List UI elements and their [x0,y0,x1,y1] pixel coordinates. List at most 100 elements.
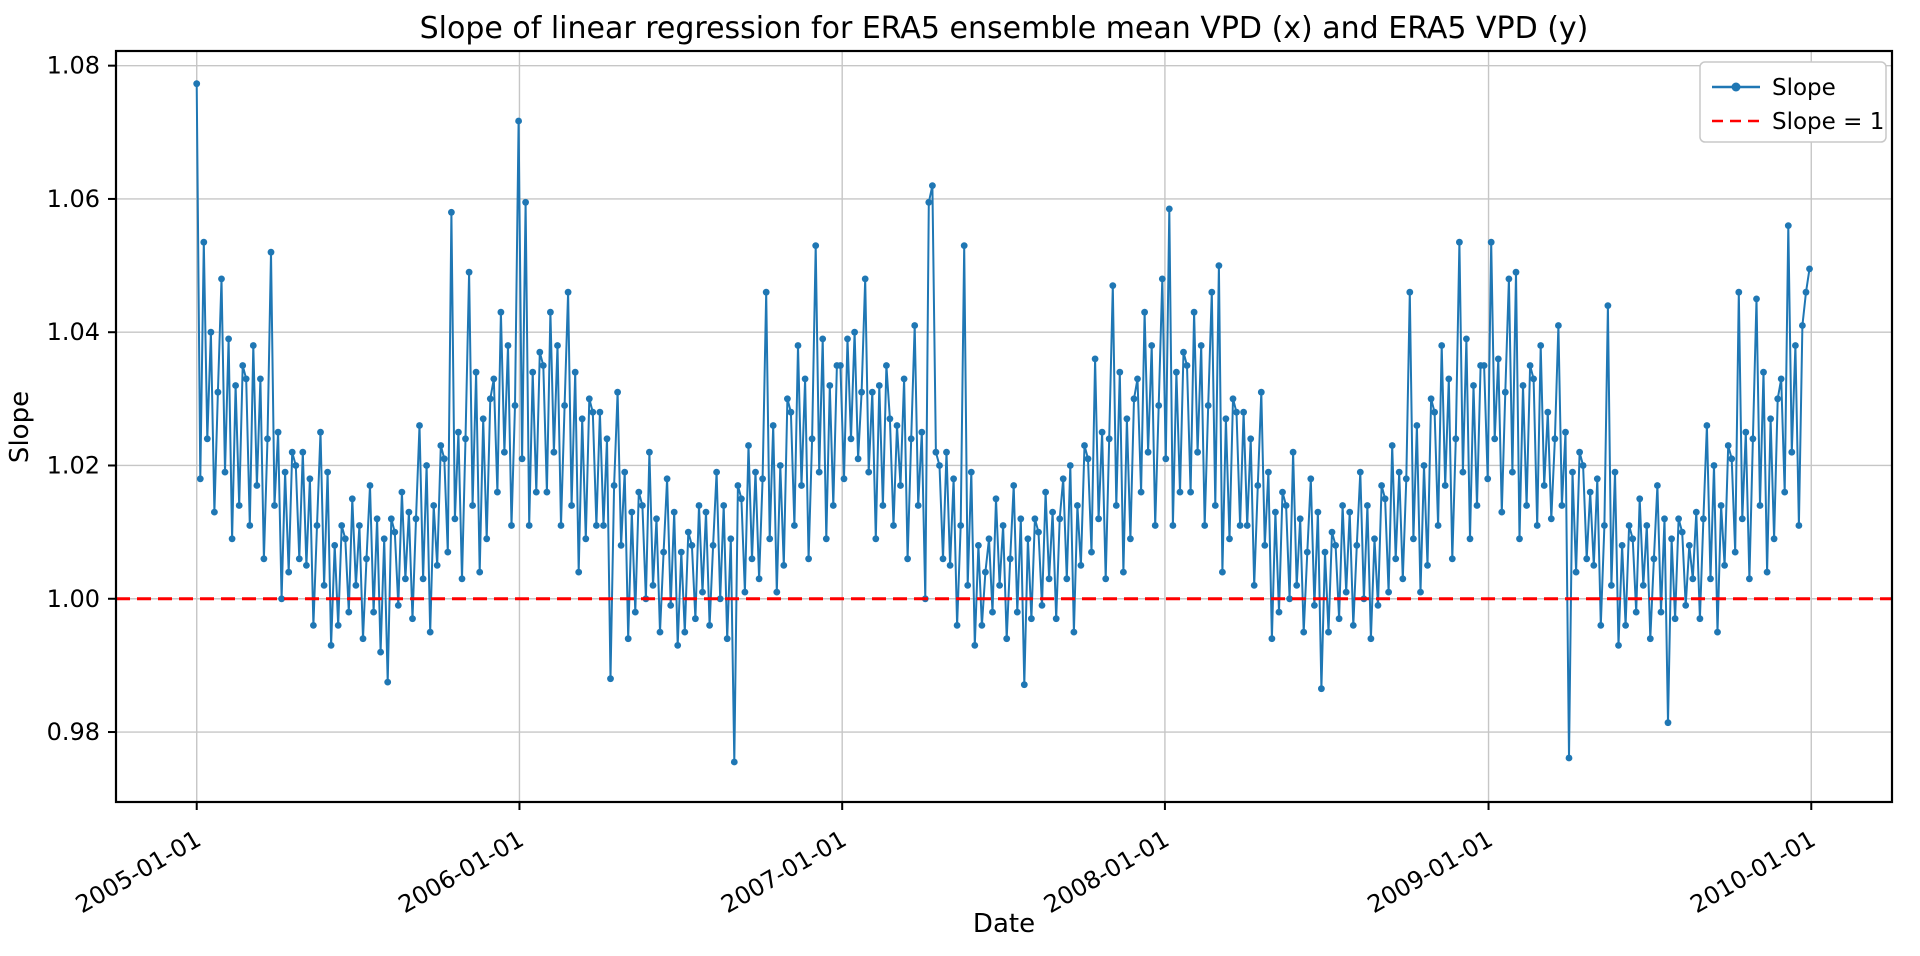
data-point-marker [713,468,720,476]
data-point-marker [886,415,894,423]
data-point-marker [1318,685,1325,693]
data-point-marker [306,475,314,483]
data-point-marker [1332,542,1339,549]
data-point-marker [794,342,802,349]
data-point-marker [762,288,770,296]
data-point-marker [617,542,625,549]
data-point-marker [1006,555,1014,563]
slope-series-markers [193,80,1813,766]
data-point-marker [1127,535,1134,543]
data-point-marker [907,435,915,443]
data-point-marker [536,348,544,356]
data-point-marker [1247,435,1255,443]
data-point-marker [1148,342,1156,349]
data-point-marker [1806,265,1813,273]
data-point-marker [727,535,735,543]
data-point-marker [695,502,703,509]
data-point-marker [1579,462,1587,469]
data-point-marker [932,448,940,456]
data-point-marker [1703,422,1711,429]
series-layer [193,80,1813,766]
data-point-marker [249,342,257,349]
legend-label-slope-equals-1: Slope = 1 [1772,109,1884,135]
data-point-marker [200,238,208,246]
data-point-marker [440,455,448,463]
legend-label-slope: Slope [1772,75,1836,101]
data-point-marker [295,555,303,563]
data-point-marker [1547,515,1555,523]
data-point-marker [1756,502,1764,509]
data-point-marker [600,522,607,529]
data-point-marker [971,642,979,649]
data-point-marker [1137,488,1145,496]
data-point-marker [193,80,201,88]
data-point-marker [1639,582,1647,589]
data-point-marker [1788,448,1796,456]
data-point-marker [564,288,572,296]
data-point-marker [734,482,742,489]
data-point-marker [1509,468,1516,476]
data-point-marker [331,542,339,549]
legend: Slope Slope = 1 [1699,61,1887,143]
data-point-marker [1364,502,1371,509]
data-point-marker [911,322,919,329]
data-point-marker [1689,575,1697,583]
data-point-marker [1473,502,1481,509]
data-point-marker [1707,575,1714,583]
y-tick-label: 1.04 [47,318,100,346]
data-point-marker [416,422,423,429]
data-point-marker [1498,508,1506,516]
data-point-marker [1530,375,1537,383]
data-point-marker [1194,448,1201,456]
data-point-marker [868,388,876,396]
data-point-marker [554,342,561,349]
data-point-marker [437,442,445,449]
data-point-marker [1781,488,1789,496]
data-point-marker [1583,555,1591,563]
data-point-marker [310,622,317,629]
data-point-marker [801,375,809,383]
data-point-marker [1371,535,1378,543]
data-point-marker [1109,282,1117,289]
data-point-marker [1325,628,1332,636]
data-point-marker [914,502,922,509]
data-point-marker [904,555,911,563]
data-point-marker [1328,528,1336,536]
data-point-marker [497,308,505,316]
data-point-marker [529,368,537,376]
data-point-marker [964,582,972,589]
data-point-marker [716,595,724,603]
data-point-marker [225,335,233,343]
data-point-marker [1714,628,1721,636]
data-point-marker [515,117,522,125]
data-point-marker [1763,568,1771,576]
data-point-marker [1063,575,1071,583]
data-point-marker [709,542,717,549]
data-point-marker [1724,442,1732,449]
data-point-marker [773,588,781,596]
data-point-marker [674,642,682,649]
data-point-marker [780,562,788,569]
x-axis-label: Date [973,909,1035,939]
data-point-marker [1615,642,1622,649]
data-point-marker [218,275,225,283]
data-point-marker [755,575,763,583]
data-point-marker [1392,555,1400,563]
data-point-marker [384,678,392,686]
data-point-marker [504,342,512,349]
data-point-marker [1158,275,1166,283]
x-tick-label: 2005-01-01 [71,825,206,919]
data-point-marker [1501,388,1509,396]
data-point-marker [409,615,416,623]
data-point-marker [1618,542,1626,549]
data-point-marker [829,502,837,509]
data-point-marker [628,508,636,516]
data-point-marker [1487,238,1495,246]
data-point-marker [501,448,508,456]
data-point-marker [228,535,236,543]
data-point-marker [1792,342,1799,349]
data-point-marker [1625,522,1633,529]
data-point-marker [943,448,950,456]
data-point-marker [819,335,827,343]
data-point-marker [1116,368,1124,376]
